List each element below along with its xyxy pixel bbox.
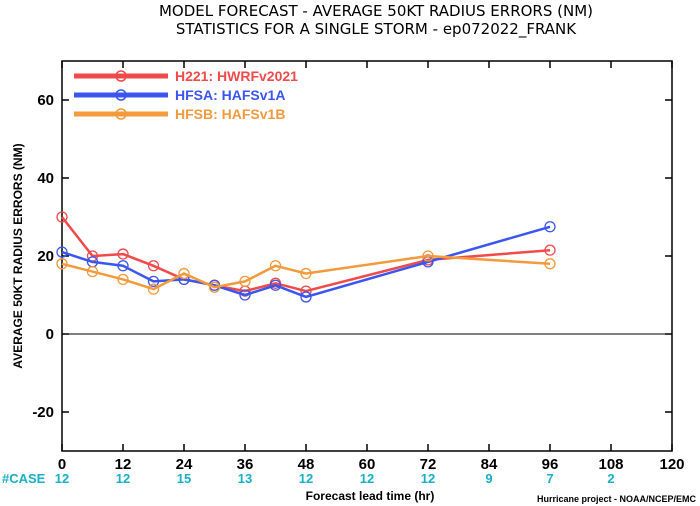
legend-label: HFSA: HAFSv1A (175, 87, 285, 103)
x-tick-label: 12 (115, 456, 132, 473)
case-count: 2 (607, 471, 614, 486)
data-point (56, 246, 68, 258)
data-point (239, 289, 251, 301)
chart-subtitle: STATISTICS FOR A SINGLE STORM - ep072022… (176, 20, 577, 39)
series-line (61, 254, 551, 291)
data-point (147, 283, 160, 295)
legend-marker (115, 70, 127, 82)
data-point (422, 250, 434, 262)
data-point (117, 248, 129, 260)
data-point (208, 281, 221, 293)
data-point (56, 258, 68, 270)
series-3 (56, 250, 556, 295)
legend-label: HFSB: HAFSv1B (175, 106, 285, 122)
data-point (86, 265, 99, 278)
x-tick-label: 96 (542, 456, 559, 473)
x-tick-label: 84 (481, 456, 498, 473)
y-tick-label: 20 (37, 248, 54, 265)
x-axis-label: Forecast lead time (hr) (306, 489, 435, 503)
y-tick-label: -20 (32, 404, 54, 421)
data-point (544, 244, 556, 256)
data-point (269, 279, 282, 291)
case-counts: 12 12 15 13 12 12 12 9 7 2 (55, 471, 615, 486)
case-count: 9 (485, 471, 492, 486)
y-axis-label: AVERAGE 50KT RADIUS ERRORS (NM) (11, 143, 25, 368)
case-count: 13 (238, 471, 252, 486)
plot-frame (61, 60, 673, 452)
data-point (544, 258, 556, 270)
x-axis: 0 12 24 36 48 60 72 84 96 108 120 (58, 61, 685, 473)
data-point (147, 260, 160, 272)
case-count: 12 (116, 471, 130, 486)
series-1 (56, 211, 556, 297)
case-count: 15 (177, 471, 191, 486)
chart-title: MODEL FORECAST - AVERAGE 50KT RADIUS ERR… (159, 2, 593, 20)
data-point (300, 291, 312, 303)
x-tick-label: 108 (598, 456, 623, 473)
data-point (239, 275, 251, 288)
data-point (544, 221, 556, 233)
legend-marker (115, 89, 127, 101)
x-tick-label: 36 (237, 456, 254, 473)
x-tick-label: 48 (298, 456, 315, 473)
case-count: 12 (421, 471, 435, 486)
x-tick-label: 60 (359, 456, 376, 473)
case-label: #CASE (2, 471, 46, 486)
y-tick-label: 40 (37, 170, 54, 187)
x-tick-label: 120 (659, 456, 684, 473)
case-count: 12 (299, 471, 313, 486)
x-tick-label: 72 (420, 456, 437, 473)
data-point (147, 275, 160, 288)
data-point (56, 211, 68, 223)
y-axis: -20 0 20 40 60 (32, 92, 672, 421)
series-line (61, 216, 551, 293)
data-point (300, 267, 312, 280)
series-line (61, 225, 551, 299)
data-point (269, 260, 282, 272)
data-point (117, 260, 129, 272)
case-count: 12 (55, 471, 69, 486)
x-tick-label: 24 (176, 456, 193, 473)
case-count: 12 (360, 471, 374, 486)
legend-label: H221: HWRFv2021 (175, 68, 298, 84)
data-point (178, 267, 190, 280)
legend: H221: HWRFv2021 HFSA: HAFSv1A HFSB: HAFSv1… (74, 68, 298, 122)
credit-text: Hurricane project - NOAA/NCEP/EMC (537, 494, 697, 504)
y-tick-label: 60 (37, 92, 54, 109)
data-point (117, 273, 129, 286)
y-tick-label: 0 (46, 326, 54, 343)
series-layer (56, 211, 556, 303)
legend-marker (115, 108, 127, 120)
case-count: 7 (546, 471, 553, 486)
x-tick-label: 0 (58, 456, 66, 473)
